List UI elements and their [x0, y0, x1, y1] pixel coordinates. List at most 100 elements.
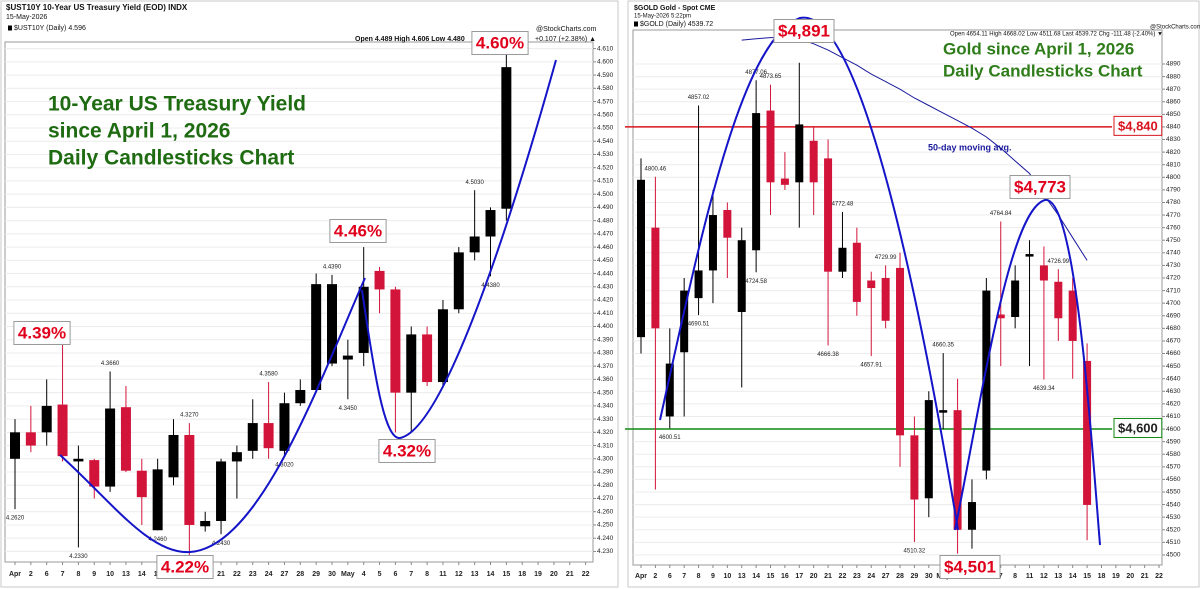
- y-tick-label: 4510: [1166, 539, 1181, 546]
- x-tick-label: 7: [999, 573, 1003, 580]
- candle-body: [694, 270, 703, 299]
- trend-curve: [954, 198, 1101, 546]
- x-tick-label: 12: [455, 571, 463, 578]
- high-label: 4660.35: [932, 343, 954, 349]
- x-tick-label: 23: [249, 571, 257, 578]
- low-label: 4639.34: [1033, 386, 1055, 392]
- x-tick-label: 30: [328, 571, 336, 578]
- x-tick-label: 13: [1054, 573, 1062, 580]
- y-tick-label: 4780: [1166, 199, 1181, 206]
- y-tick-label: 4600: [1166, 426, 1181, 433]
- candle-body: [89, 460, 100, 487]
- low-label: 4724.58: [745, 279, 767, 285]
- x-tick-label: 16: [781, 573, 789, 580]
- candle-body: [501, 67, 512, 209]
- candle-body: [1039, 265, 1048, 281]
- candle-body: [247, 423, 258, 451]
- y-tick-label: 4680: [1166, 325, 1181, 332]
- right-panel: [627, 0, 1200, 588]
- y-tick-label: 4710: [1166, 287, 1181, 294]
- x-tick-label: 10: [106, 571, 114, 578]
- candle-body: [374, 270, 385, 290]
- left-panel: [0, 0, 619, 588]
- y-tick-label: 4.310: [597, 442, 614, 449]
- label-box: [156, 554, 214, 579]
- annotation: $4,891: [778, 21, 830, 40]
- y-tick-label: 4.490: [597, 204, 614, 211]
- y-tick-label: 4.480: [597, 217, 614, 224]
- y-tick-label: 4.250: [597, 522, 614, 529]
- y-tick-label: 4.230: [597, 548, 614, 555]
- y-tick-label: 4.290: [597, 469, 614, 476]
- x-tick-label: 7: [409, 571, 413, 578]
- series-label: 50-day moving avg.: [928, 142, 1012, 152]
- high-label: 4729.99: [875, 255, 897, 261]
- candle-body: [1068, 290, 1077, 341]
- y-tick-label: 4830: [1166, 136, 1181, 143]
- y-tick-label: 4760: [1166, 224, 1181, 231]
- y-tick-label: 4630: [1166, 388, 1181, 395]
- candle-body: [780, 178, 789, 185]
- candle-body: [41, 405, 52, 433]
- candle-body: [358, 286, 369, 353]
- y-tick-label: 4.500: [597, 191, 614, 198]
- candle-body: [939, 410, 948, 413]
- x-tick-label: 22: [839, 573, 847, 580]
- x-tick-label: 14: [752, 573, 760, 580]
- header-source: @StockCharts.com: [1150, 25, 1200, 31]
- candle-body: [120, 407, 131, 471]
- x-tick-label: 13: [738, 573, 746, 580]
- y-tick-label: 4800: [1166, 174, 1181, 181]
- low-label: 4.2460: [148, 537, 167, 543]
- x-tick-label: 24: [867, 573, 875, 580]
- high-label: 4.3270: [180, 413, 199, 419]
- candle-body: [200, 520, 211, 527]
- candle-body: [867, 280, 876, 289]
- low-label: 4.2620: [6, 516, 25, 522]
- y-tick-label: 4650: [1166, 363, 1181, 370]
- x-tick-label: 21: [566, 571, 574, 578]
- x-tick-label: 8: [76, 571, 80, 578]
- x-tick-label: 14: [487, 571, 495, 578]
- candle-body: [485, 210, 496, 237]
- header-change: +0.107 (+2.38%) ▲: [535, 36, 596, 43]
- candle-body: [651, 227, 660, 329]
- x-tick-label: 22: [582, 571, 590, 578]
- x-tick-label: 6: [393, 571, 397, 578]
- header-symbol-line: $GOLD Gold - Spot CME: [634, 5, 716, 12]
- candle-body: [708, 215, 717, 271]
- y-tick-label: 4.580: [597, 85, 614, 92]
- label-box: [13, 320, 71, 345]
- candle-body: [105, 408, 116, 487]
- low-label: 4666.38: [817, 352, 839, 358]
- candle-body: [910, 435, 919, 500]
- candle-body: [25, 432, 36, 446]
- high-label: 4772.48: [832, 202, 854, 208]
- candle-body: [422, 334, 433, 383]
- x-tick-label: 9: [711, 573, 715, 580]
- x-tick-label: 28: [896, 573, 904, 580]
- y-tick-label: 4.350: [597, 389, 614, 396]
- y-tick-label: 4790: [1166, 187, 1181, 194]
- x-tick-label: 17: [795, 573, 803, 580]
- candle-body: [881, 277, 890, 321]
- header-price-info: Open 4654.11 High 4668.02 Low 4511.68 La…: [950, 32, 1163, 38]
- x-tick-label: 21: [1141, 573, 1149, 580]
- x-tick-label: 14: [138, 571, 146, 578]
- y-tick-label: 4770: [1166, 212, 1181, 219]
- candle-body: [924, 400, 933, 499]
- candle-body: [152, 469, 163, 531]
- y-tick-label: 4.400: [597, 323, 614, 330]
- x-tick-label: 29: [312, 571, 320, 578]
- y-tick-label: 4740: [1166, 250, 1181, 257]
- low-label: 4657.91: [860, 363, 882, 369]
- y-tick-label: 4870: [1166, 86, 1181, 93]
- low-label: 4510.32: [904, 549, 926, 555]
- x-tick-label: 18: [1098, 573, 1106, 580]
- candle-body: [216, 461, 227, 521]
- y-tick-label: 4.470: [597, 231, 614, 238]
- candle-body: [73, 458, 84, 462]
- x-tick-label: 8: [697, 573, 701, 580]
- y-tick-label: 4.590: [597, 72, 614, 79]
